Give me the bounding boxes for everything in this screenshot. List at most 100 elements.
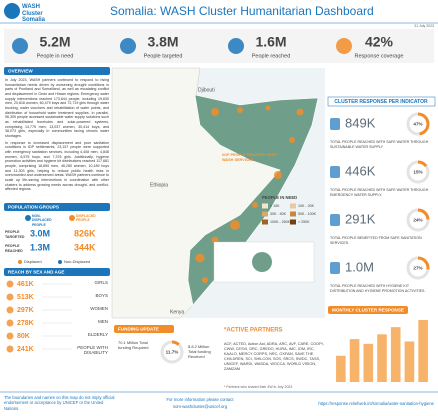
bubble [202,277,208,283]
footer-url: https://response.reliefweb.int/somalia/w… [318,401,434,406]
kpi-label: People in need [37,53,74,59]
donut-arc [406,208,430,232]
section-tag [114,325,174,333]
kpi-icon [228,38,244,54]
kpi-band [4,29,434,63]
partners-list: ACF, ACTED, Action Aid, ADRA, ARC, AVF, … [224,342,324,371]
indicator-value: 446K [345,163,376,178]
legend-class: 30K - 50K [270,212,287,216]
donut-arc [406,160,430,184]
kpi-icon [120,38,136,54]
legend-swatch [290,211,296,217]
reach-value: 80K [17,333,30,340]
legend-swatch [262,203,268,209]
bar [404,341,415,382]
reach-value: 278K [17,320,34,327]
bubble-legend: #OF PEOPLE REACHED WITH WASH SERVICES [222,153,277,162]
donut-label: 11.7% [166,350,179,355]
report-date: 31 July 2023 [414,24,434,28]
row-label: PEOPLE REACHED [5,244,23,253]
kpi-label: People targeted [144,53,183,59]
reach-value: 297K [17,307,34,314]
kpi-value: 1.6M [255,34,286,50]
logo-text: WASH Cluster Somalia [22,4,46,24]
reach-label: GIRLS [94,280,108,285]
bar [336,355,346,382]
legend-swatch [262,211,268,217]
group-value: 344K [74,242,96,252]
indicator-value: 291K [345,211,376,226]
reach-label: ELDERLY [87,332,108,337]
legend-class: < 10K [270,204,280,208]
reach-label: PEOPLE WITH DISABILITY [77,345,108,355]
legend-class: > 250K [298,220,310,224]
indicator-text: TOTAL PEOPLE REACHED WITH HYGIENE KIT DI… [330,284,426,293]
kpi-value: 5.2M [39,34,70,50]
bubble [195,253,205,263]
reach-value: 241K [17,346,34,353]
indicator-icon [330,118,340,130]
legend-class: 10K - 30K [298,204,315,208]
legend-swatch [58,260,62,264]
map-label: Ethiopia [150,182,168,188]
donut-arc [406,256,430,280]
inset-map [252,252,272,272]
reach-value: 513K [17,294,34,301]
indicator-text: TOTAL PEOPLE REACHED WITH SAFE WATER THR… [330,188,429,197]
bar [390,327,401,382]
donut-label: 47% [413,122,422,127]
section-title: FUNDING UPDATE [118,327,159,332]
bubble [237,107,243,113]
group-value: 3.0M [30,228,50,238]
section-title: REACH BY SEX AND AGE [8,270,65,275]
indicator-value: 849K [345,115,376,130]
section-tag [328,306,408,314]
reach-icon [6,280,14,288]
bubble [296,108,304,116]
partners-note: * Partners who shared their 4W in July 2… [224,385,292,389]
section-title: POPULATION GROUPS [8,205,59,210]
legend-swatch [290,219,296,225]
bubble [211,236,219,244]
kpi-label: Response coverage [355,53,404,59]
pin-legend-title: PEOPLE IN NEED [262,195,297,200]
section-tag [4,203,110,211]
indicator-icon [330,214,340,226]
legend-swatch [290,203,296,209]
overview-text: In July 2023, WASH partners continued to… [5,78,109,194]
legend-swatch [18,260,22,264]
section-title: MONTHLY CLUSTER RESPONSE [332,308,404,313]
indicator-icon [330,166,340,178]
group-icon [25,215,31,221]
logo-icon [4,3,20,19]
bubble [211,108,219,116]
section-tag [4,67,110,75]
funding-required: 70.1 Million Total funding Required [118,340,149,351]
bar [363,343,374,382]
reach-icon [6,345,14,353]
legend-label: Non-Displaced [64,259,90,264]
donut-label: 24% [413,218,422,223]
partners-title: *ACTIVE PARTNERS [224,328,283,334]
footer-contact: For more information please contact [166,397,234,402]
overview-paragraph: In July 2023, WASH partners continued to… [5,78,109,139]
kpi-label: People reached [252,53,291,59]
kpi-icon [336,38,352,54]
reach-label: MEN [98,319,108,324]
reach-icon [6,306,14,314]
group-value: 1.3M [30,242,50,252]
indicator-icon [330,262,340,274]
footer-disclaimer: The boundaries and names on this map do … [4,395,115,411]
bubble [265,105,271,111]
reach-label: WOMEN [90,306,108,311]
overview-paragraph: In response to increased displacement an… [5,140,109,192]
row-label: PEOPLE TARGETED [5,230,25,239]
donut-label: 27% [413,266,422,271]
group-header: DISPLACED PEOPLE [76,214,96,223]
legend-swatch [262,219,268,225]
donut-arc [160,340,184,364]
bar [377,334,387,382]
section-tag [4,268,110,276]
bubble [230,220,240,230]
